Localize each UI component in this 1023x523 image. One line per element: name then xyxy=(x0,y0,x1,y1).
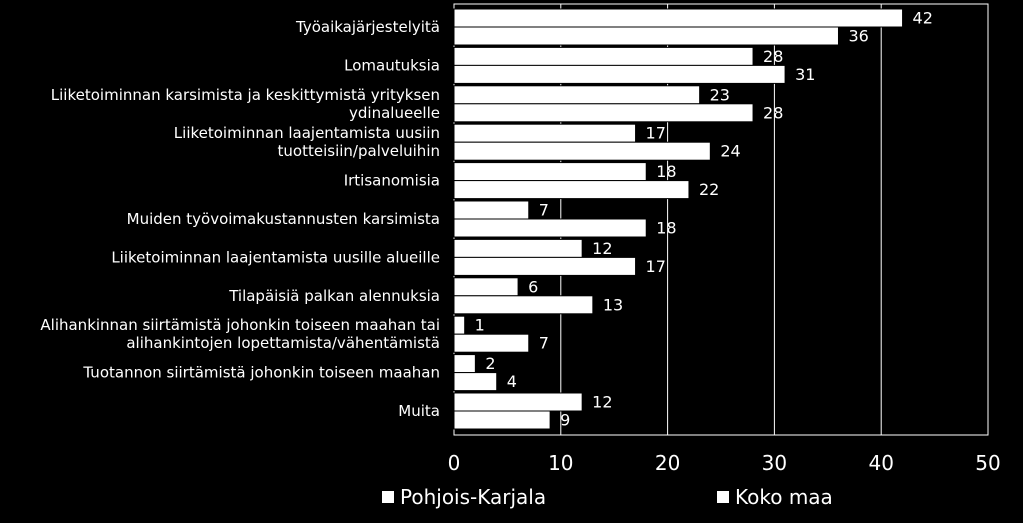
category-label: Liiketoiminnan laajentamista uusille alu… xyxy=(111,248,440,266)
data-label: 1 xyxy=(475,316,485,335)
data-label: 22 xyxy=(699,180,719,199)
data-label: 18 xyxy=(656,219,676,238)
bar xyxy=(453,315,466,335)
category-label: Liiketoiminnan laajentamista uusiin xyxy=(174,124,440,142)
bar xyxy=(453,103,754,123)
data-label: 7 xyxy=(539,201,549,220)
legend-swatch-pohjois-karjala xyxy=(382,491,394,503)
x-tick-label: 10 xyxy=(548,451,573,475)
data-label: 36 xyxy=(848,27,868,46)
bar xyxy=(453,162,647,182)
bar xyxy=(453,256,637,276)
data-label: 31 xyxy=(795,65,815,84)
category-label: Tilapäisiä palkan alennuksia xyxy=(228,287,440,305)
bar xyxy=(453,410,551,430)
data-label: 42 xyxy=(913,9,933,28)
data-label: 12 xyxy=(592,239,612,258)
category-label: Irtisanomisia xyxy=(344,172,440,190)
data-label: 12 xyxy=(592,393,612,412)
data-label: 2 xyxy=(485,354,495,373)
category-label: Liiketoiminnan karsimista ja keskittymis… xyxy=(51,86,440,104)
category-label: ydinalueelle xyxy=(349,104,440,122)
data-label: 23 xyxy=(710,85,730,104)
bar xyxy=(453,85,701,105)
data-label: 6 xyxy=(528,277,538,296)
legend-item-koko-maa: Koko maa xyxy=(717,484,833,510)
data-label: 7 xyxy=(539,334,549,353)
category-label: alihankintojen lopettamista/vähentämistä xyxy=(126,334,440,352)
x-tick-label: 0 xyxy=(448,451,461,475)
data-label: 4 xyxy=(507,372,517,391)
category-label: Tuotannon siirtämistä johonkin toiseen m… xyxy=(82,364,440,382)
data-label: 28 xyxy=(763,47,783,66)
bar xyxy=(453,392,583,412)
category-label: Muita xyxy=(398,402,440,420)
legend-label-koko-maa: Koko maa xyxy=(735,485,833,509)
x-tick-label: 20 xyxy=(655,451,680,475)
bar xyxy=(453,26,839,46)
bar xyxy=(453,238,583,258)
data-label: 9 xyxy=(560,411,570,430)
category-label: tuotteisiin/palveluihin xyxy=(278,142,440,160)
bar xyxy=(453,354,476,374)
bar xyxy=(453,46,754,66)
bar xyxy=(453,200,530,220)
x-tick-label: 30 xyxy=(762,451,787,475)
data-label: 17 xyxy=(646,124,666,143)
bar xyxy=(453,64,786,84)
bar xyxy=(453,8,904,28)
bar xyxy=(453,333,530,353)
data-label: 18 xyxy=(656,162,676,181)
legend-item-pohjois-karjala: Pohjois-Karjala xyxy=(382,484,546,510)
bar xyxy=(453,277,519,297)
data-label: 24 xyxy=(720,142,740,161)
x-tick-label: 50 xyxy=(975,451,1000,475)
legend-swatch-koko-maa xyxy=(717,491,729,503)
x-tick-label: 40 xyxy=(868,451,893,475)
category-label: Lomautuksia xyxy=(344,56,440,74)
category-label: Alihankinnan siirtämistä johonkin toisee… xyxy=(40,316,440,334)
data-label: 13 xyxy=(603,295,623,314)
category-label: Työaikajärjestelyitä xyxy=(295,18,440,36)
bar xyxy=(453,180,690,200)
category-label: Muiden työvoimakustannusten karsimista xyxy=(127,210,440,228)
bar xyxy=(453,295,594,315)
bar xyxy=(453,372,498,392)
data-label: 28 xyxy=(763,103,783,122)
legend-label-pohjois-karjala: Pohjois-Karjala xyxy=(400,485,547,509)
bar xyxy=(453,123,637,143)
bar xyxy=(453,141,711,161)
data-label: 17 xyxy=(646,257,666,276)
bar xyxy=(453,218,647,238)
